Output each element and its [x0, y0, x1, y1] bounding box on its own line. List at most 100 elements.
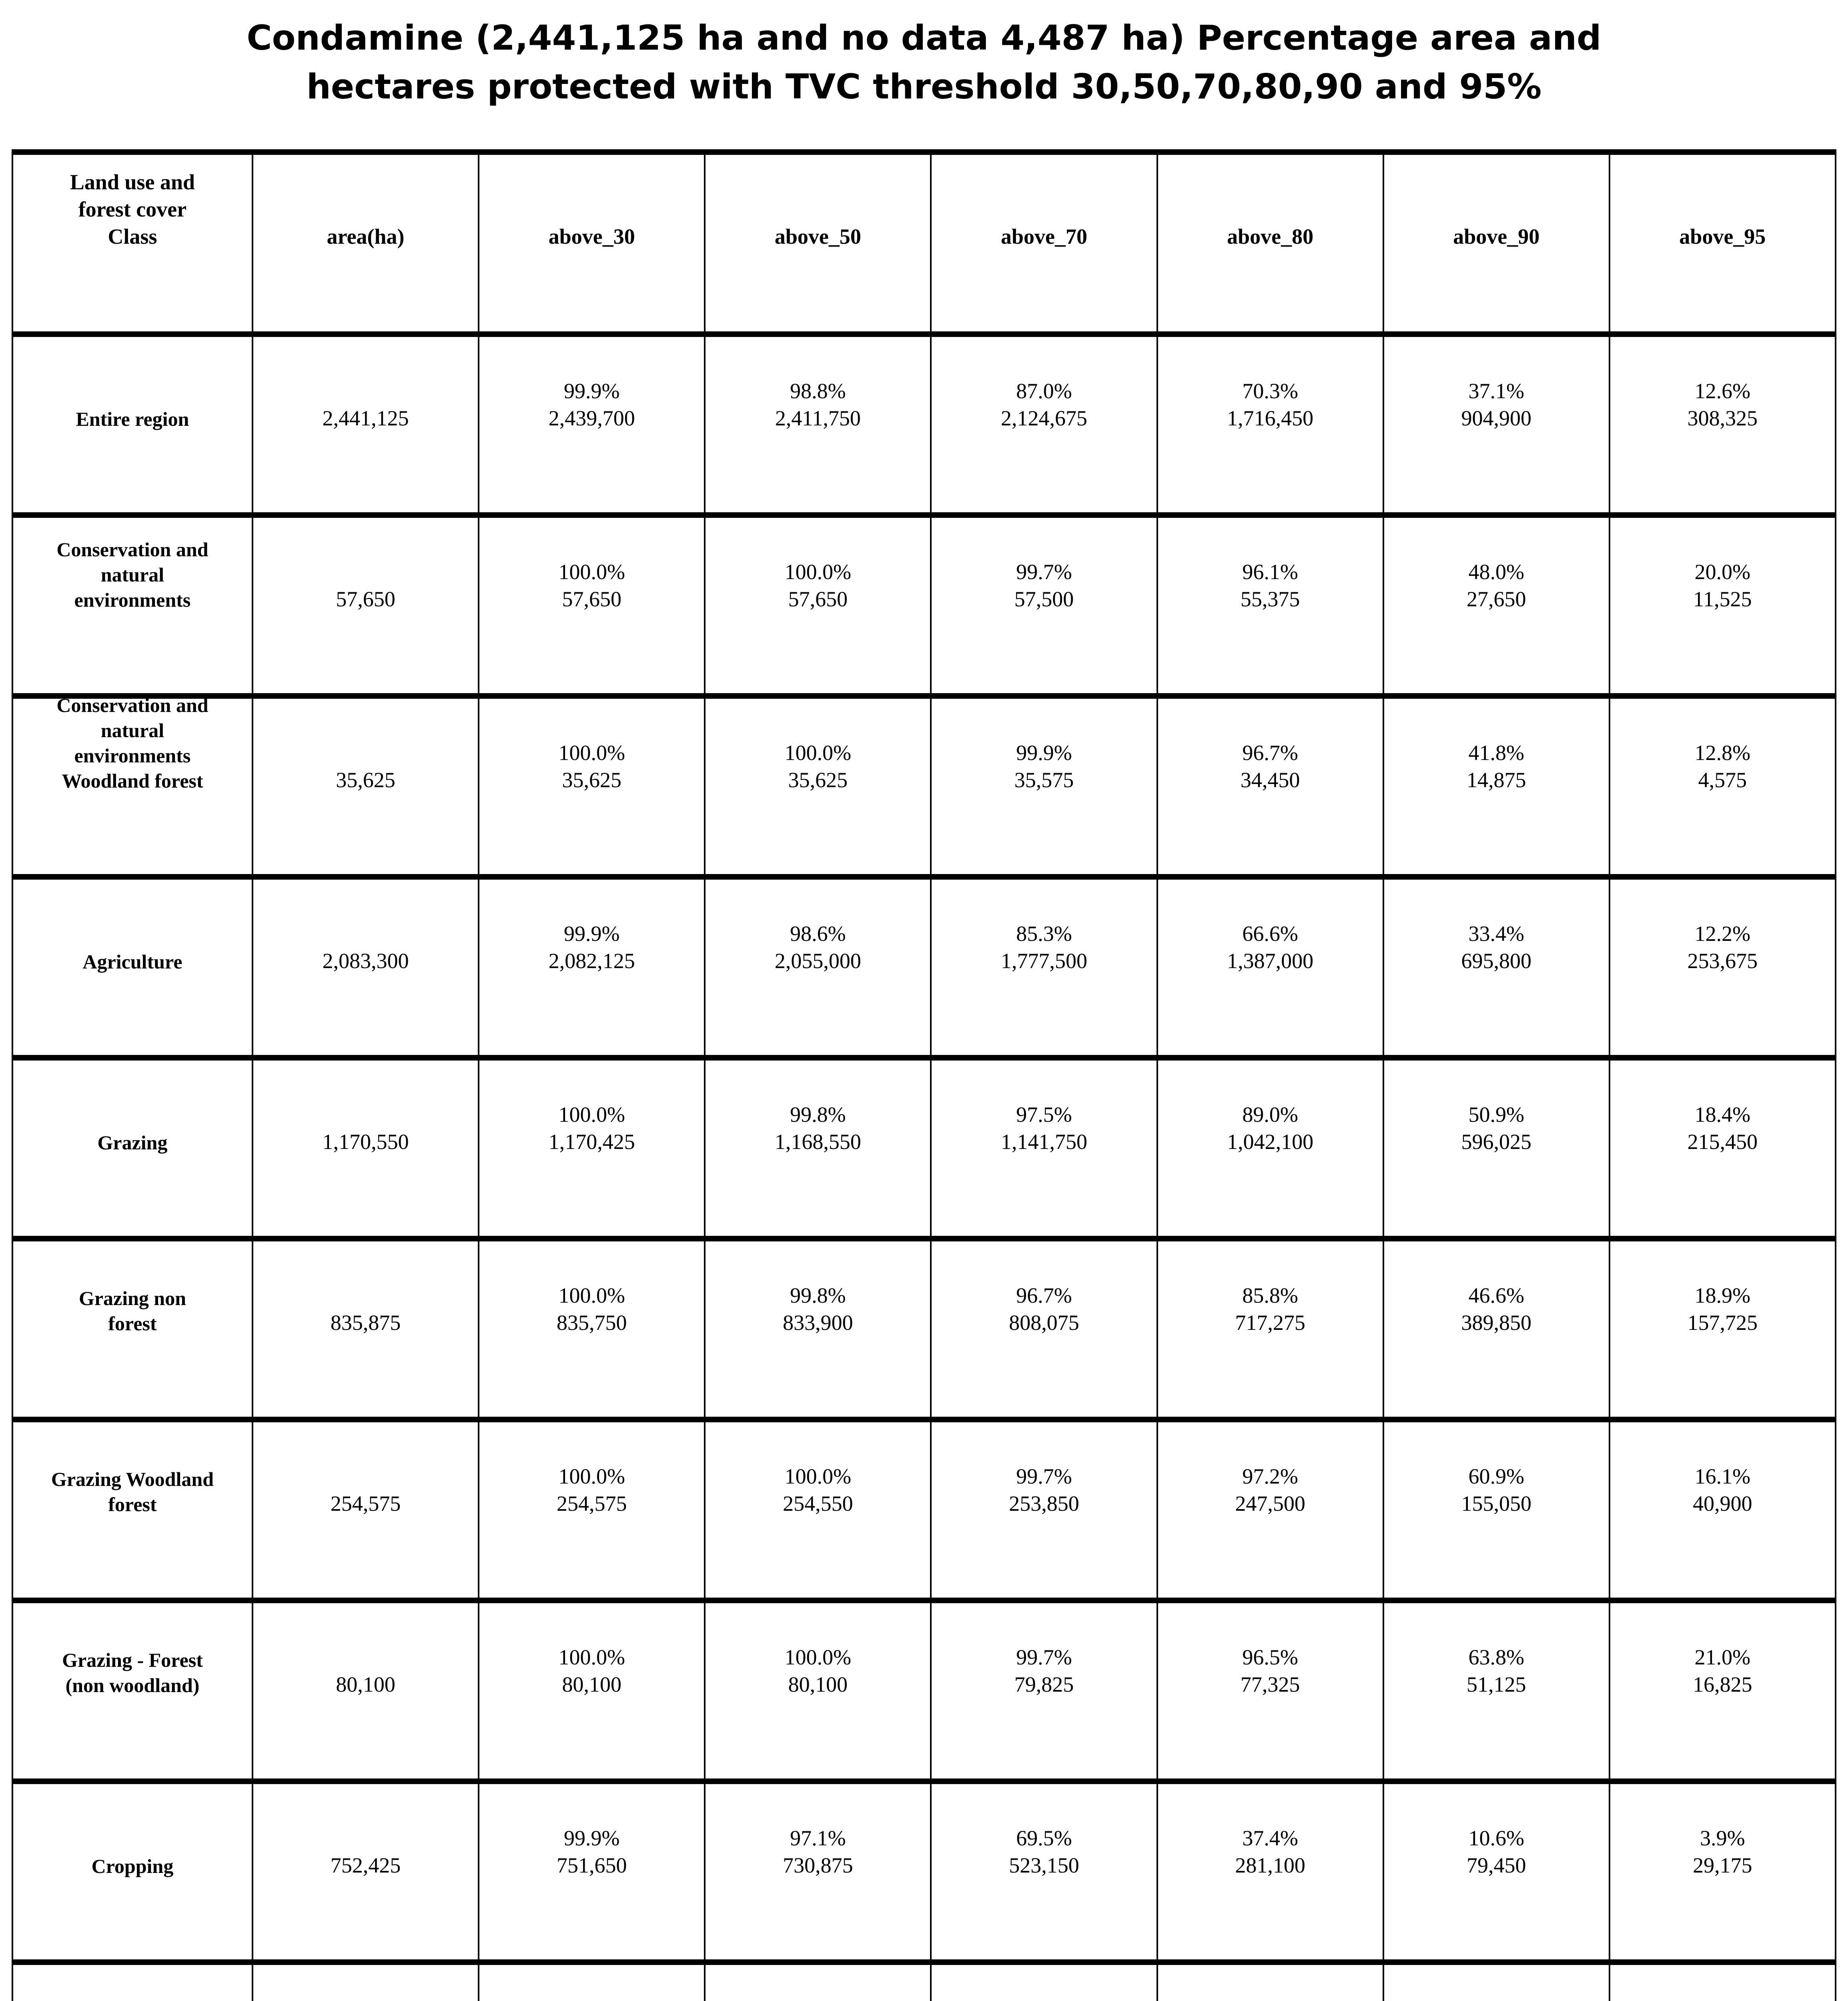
cell-above_95: 12.6% 308,325: [1608, 334, 1837, 515]
cell-above_50: 100.0% 254,550: [704, 1420, 932, 1601]
cell-above_95: 18.9% 157,725: [1608, 1239, 1837, 1420]
cell-above_95: 21.0% 16,825: [1608, 1600, 1837, 1782]
cell-above_50: 100.0% 35,625: [704, 696, 932, 877]
cell-above_80: 39.7% 63,600: [1156, 1962, 1384, 2001]
cell-area-ha: 752,425: [251, 1781, 480, 1963]
page-title: Condamine (2,441,125 ha and no data 4,48…: [0, 14, 1848, 111]
cell-area-ha: 160,050: [251, 1962, 480, 2001]
row-label: Entire region: [12, 334, 253, 515]
cell-above_30: 100.0% 835,750: [478, 1239, 706, 1420]
cell-above_70: 99.9% 35,575: [930, 696, 1158, 877]
header-row: Land use and forest cover Class area(ha) a…: [12, 152, 1837, 335]
cell-area-ha: 2,083,300: [251, 877, 480, 1058]
cell-above_30: 99.9% 2,082,125: [478, 877, 706, 1058]
cell-above_80: 97.2% 247,500: [1156, 1420, 1384, 1601]
cell-above_95: 12.2% 253,675: [1608, 877, 1837, 1058]
cell-above_95: 18.4% 215,450: [1608, 1058, 1837, 1239]
row-label: Irrigation: [12, 1962, 253, 2001]
cell-above_70: 99.7% 79,825: [930, 1600, 1158, 1782]
report-page: Condamine (2,441,125 ha and no data 4,48…: [0, 14, 1848, 2001]
table-row: Conservation and natural environments 57,…: [12, 515, 1837, 696]
row-label: Grazing Woodland forest: [12, 1420, 253, 1601]
cell-above_50: 100.0% 57,650: [704, 515, 932, 696]
table-row: Agriculture 2,083,300 99.9% 2,082,125 98.6%…: [12, 877, 1837, 1058]
tvc-protection-table: Land use and forest cover Class area(ha) a…: [12, 149, 1837, 2001]
cell-above_30: 99.8% 159,775: [478, 1962, 706, 2001]
cell-above_70: 97.5% 1,141,750: [930, 1058, 1158, 1239]
cell-above_95: 20.0% 11,525: [1608, 515, 1837, 696]
cell-above_30: 99.9% 751,650: [478, 1781, 706, 1963]
row-label: Conservation and natural environments Wo…: [12, 694, 253, 877]
cell-above_70: 99.7% 57,500: [930, 515, 1158, 696]
table-row: Grazing 1,170,550 100.0% 1,170,425 99.8% 1,…: [12, 1058, 1837, 1239]
cell-area-ha: 57,650: [251, 515, 480, 696]
column-header-area-ha-: area(ha): [251, 152, 480, 335]
column-header-above-90: above_90: [1382, 152, 1610, 335]
cell-above_80: 85.8% 717,275: [1156, 1239, 1384, 1420]
cell-above_90: 12.6% 20,175: [1382, 1962, 1610, 2001]
column-header-above-70: above_70: [930, 152, 1158, 335]
cell-above_50: 100.0% 80,100: [704, 1600, 932, 1782]
cell-above_95: 3.9% 29,175: [1608, 1781, 1837, 1963]
row-label: Conservation and natural environments: [12, 515, 253, 696]
cell-above_90: 48.0% 27,650: [1382, 515, 1610, 696]
cell-above_95: 12.8% 4,575: [1608, 696, 1837, 877]
cell-above_80: 96.1% 55,375: [1156, 515, 1384, 696]
cell-above_90: 50.9% 596,025: [1382, 1058, 1610, 1239]
cell-above_90: 46.6% 389,850: [1382, 1239, 1610, 1420]
cell-above_50: 98.8% 2,411,750: [704, 334, 932, 515]
cell-above_50: 99.8% 833,900: [704, 1239, 932, 1420]
cell-above_30: 100.0% 254,575: [478, 1420, 706, 1601]
cell-above_30: 100.0% 57,650: [478, 515, 706, 696]
page-title-line1: Condamine (2,441,125 ha and no data 4,48…: [247, 18, 1601, 58]
table-row: Irrigation160,05099.8% 159,77597.0% 155,…: [12, 1962, 1837, 2001]
cell-area-ha: 1,170,550: [251, 1058, 480, 1239]
cell-above_90: 63.8% 51,125: [1382, 1600, 1610, 1782]
table-row: Conservation and natural environments Wo…: [12, 694, 1837, 877]
cell-above_70: 85.3% 1,777,500: [930, 877, 1158, 1058]
table-row: Grazing Woodland forest 254,575 100.0% 254…: [12, 1420, 1837, 1601]
table-row: Cropping 752,425 99.9% 751,650 97.1% 730,87…: [12, 1781, 1837, 1963]
row-label: Cropping: [12, 1781, 253, 1963]
cell-above_70: 69.5% 523,150: [930, 1781, 1158, 1963]
row-label: Agriculture: [12, 877, 253, 1058]
page-title-line2: hectares protected with TVC threshold 30…: [306, 67, 1542, 107]
row-label: Grazing non forest: [12, 1239, 253, 1420]
cell-above_70: 87.0% 2,124,675: [930, 334, 1158, 515]
cell-above_90: 41.8% 14,875: [1382, 696, 1610, 877]
cell-above_50: 97.1% 730,875: [704, 1781, 932, 1963]
cell-above_90: 60.9% 155,050: [1382, 1420, 1610, 1601]
cell-above_80: 96.7% 34,450: [1156, 696, 1384, 877]
table-header: Land use and forest cover Class area(ha) a…: [12, 152, 1837, 335]
cell-area-ha: 254,575: [251, 1420, 480, 1601]
cell-above_30: 100.0% 80,100: [478, 1600, 706, 1782]
cell-above_30: 99.9% 2,439,700: [478, 334, 706, 515]
column-header-above-80: above_80: [1156, 152, 1384, 335]
cell-above_70: 99.7% 253,850: [930, 1420, 1158, 1601]
row-label: Grazing: [12, 1058, 253, 1239]
cell-above_80: 66.6% 1,387,000: [1156, 877, 1384, 1058]
cell-above_70: 70.2% 112,325: [930, 1962, 1158, 2001]
cell-above_50: 98.6% 2,055,000: [704, 877, 932, 1058]
cell-above_80: 70.3% 1,716,450: [1156, 334, 1384, 515]
column-header-above-50: above_50: [704, 152, 932, 335]
cell-above_80: 96.5% 77,325: [1156, 1600, 1384, 1782]
cell-above_30: 100.0% 35,625: [478, 696, 706, 877]
table-row: Grazing - Forest (non woodland) 80,100 100…: [12, 1600, 1837, 1782]
table-row: Grazing non forest 835,875 100.0% 835,750 9…: [12, 1239, 1837, 1420]
cell-above_95: 5.6% 9,000: [1608, 1962, 1837, 2001]
column-header-above-30: above_30: [478, 152, 706, 335]
cell-above_95: 16.1% 40,900: [1608, 1420, 1837, 1601]
column-header-class: Land use and forest cover Class: [12, 152, 253, 335]
cell-area-ha: 35,625: [251, 696, 480, 877]
cell-above_90: 37.1% 904,900: [1382, 334, 1610, 515]
cell-above_70: 96.7% 808,075: [930, 1239, 1158, 1420]
cell-above_50: 99.8% 1,168,550: [704, 1058, 932, 1239]
cell-above_50: 97.0% 155,300: [704, 1962, 932, 2001]
cell-above_90: 10.6% 79,450: [1382, 1781, 1610, 1963]
cell-above_80: 37.4% 281,100: [1156, 1781, 1384, 1963]
cell-above_80: 89.0% 1,042,100: [1156, 1058, 1384, 1239]
cell-area-ha: 835,875: [251, 1239, 480, 1420]
column-header-above-95: above_95: [1608, 152, 1837, 335]
table-row: Entire region 2,441,125 99.9% 2,439,700 98.…: [12, 334, 1837, 515]
